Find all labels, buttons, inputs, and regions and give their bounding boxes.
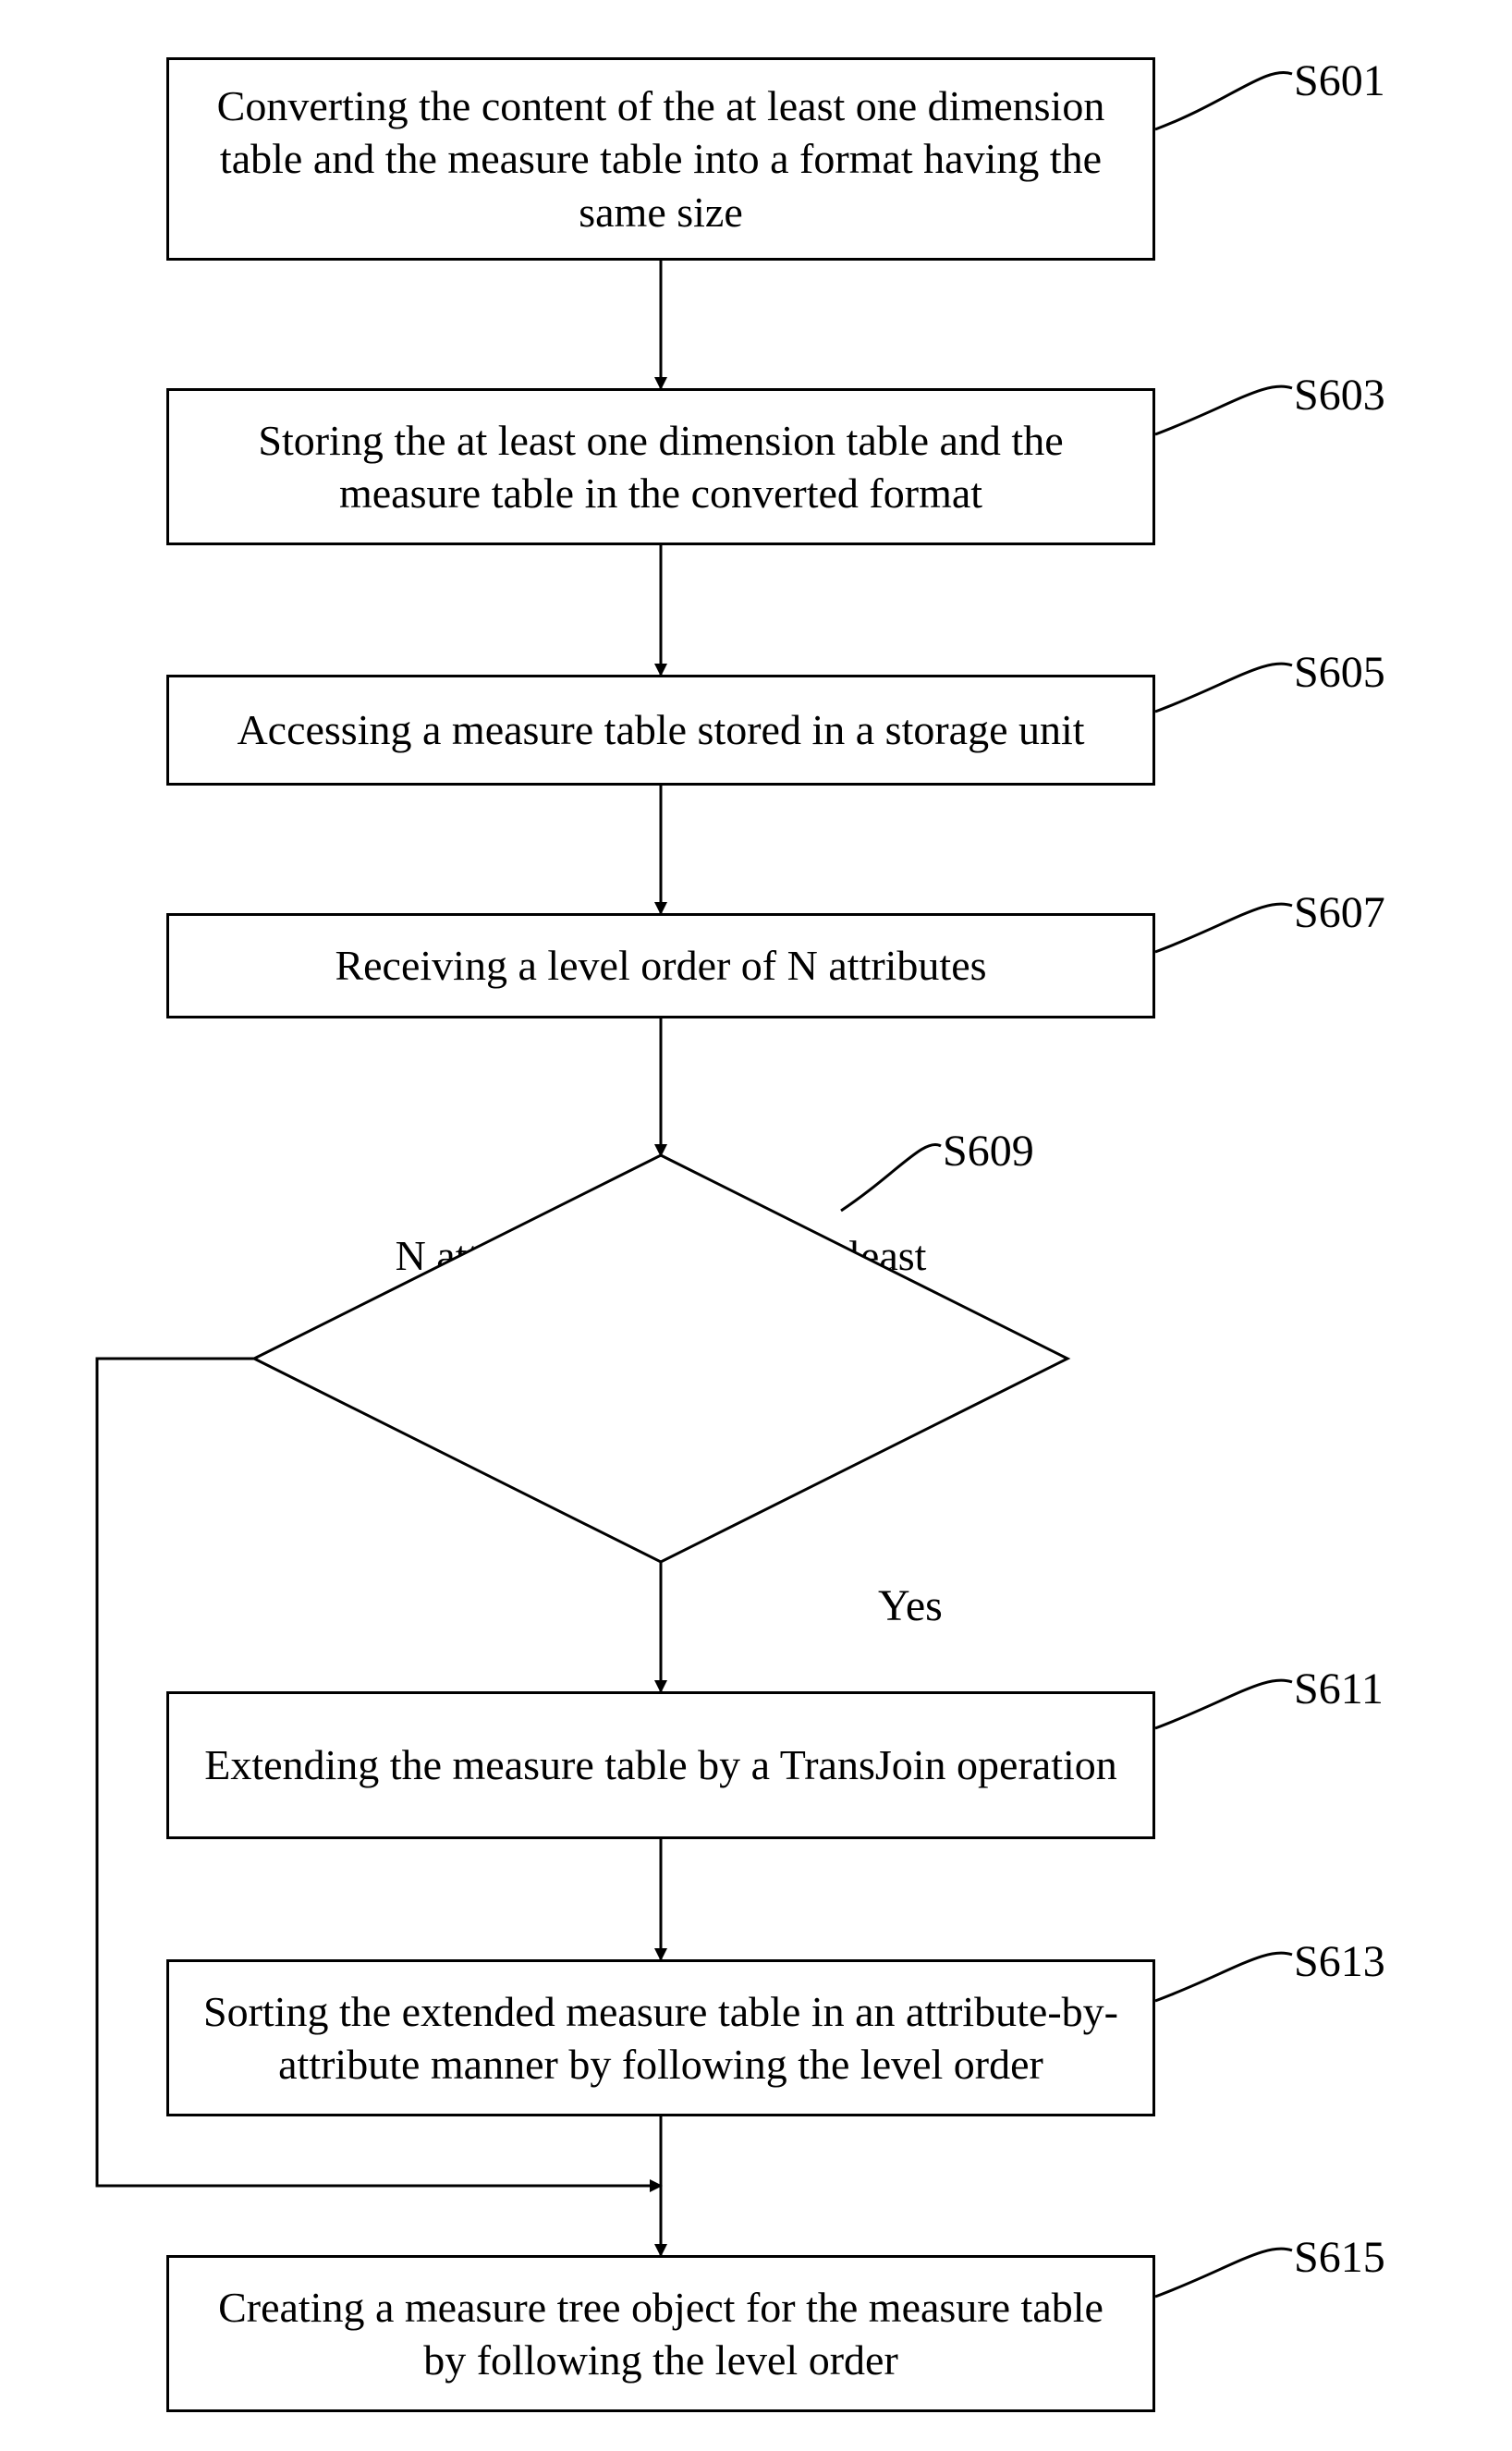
node-s613: Sorting the extended measure table in an…	[166, 1959, 1155, 2116]
node-s611: Extending the measure table by a TransJo…	[166, 1691, 1155, 1839]
node-s603-text: Storing the at least one dimension table…	[197, 414, 1125, 520]
flowchart-canvas: Converting the content of the at least o…	[0, 0, 1512, 2451]
hook-s615	[1155, 2249, 1292, 2297]
hook-s613	[1155, 1953, 1292, 2001]
node-s605-text: Accessing a measure table stored in a st…	[237, 703, 1084, 757]
hook-s603	[1155, 386, 1292, 434]
node-s601-text: Converting the content of the at least o…	[197, 79, 1125, 239]
node-s601: Converting the content of the at least o…	[166, 57, 1155, 261]
node-s609-text: N attributes comprising at least one des…	[396, 1232, 927, 1385]
hook-s609	[841, 1144, 941, 1211]
node-s605: Accessing a measure table stored in a st…	[166, 675, 1155, 786]
label-s609: S609	[943, 1126, 1034, 1177]
hook-s607	[1155, 904, 1292, 952]
edge-yes-label: Yes	[878, 1580, 943, 1631]
label-s613: S613	[1294, 1936, 1385, 1987]
node-s613-text: Sorting the extended measure table in an…	[197, 1985, 1125, 2091]
node-s615-text: Creating a measure tree object for the m…	[197, 2281, 1125, 2387]
node-s609-textwrap: N attributes comprising at least one des…	[365, 1229, 957, 1389]
label-s607: S607	[1294, 887, 1385, 938]
hook-s601	[1155, 72, 1292, 129]
label-s603: S603	[1294, 370, 1385, 421]
label-s601: S601	[1294, 55, 1385, 106]
hook-s605	[1155, 664, 1292, 712]
node-s615: Creating a measure tree object for the m…	[166, 2255, 1155, 2412]
node-s611-text: Extending the measure table by a TransJo…	[204, 1738, 1117, 1792]
label-s615: S615	[1294, 2232, 1385, 2283]
node-s607: Receiving a level order of N attributes	[166, 913, 1155, 1018]
node-s603: Storing the at least one dimension table…	[166, 388, 1155, 545]
hook-s611	[1155, 1680, 1292, 1728]
label-s611: S611	[1294, 1664, 1384, 1714]
label-s605: S605	[1294, 647, 1385, 698]
node-s607-text: Receiving a level order of N attributes	[335, 939, 986, 993]
